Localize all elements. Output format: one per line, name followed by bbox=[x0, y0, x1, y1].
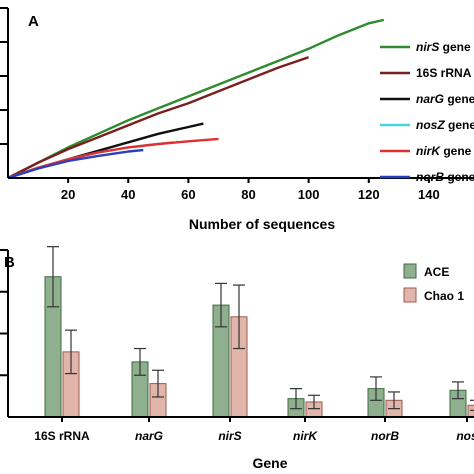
panel-a-x-ticks: 20 40 60 80 100 120 140 bbox=[61, 178, 440, 202]
legend-series-name: nosZ bbox=[416, 118, 445, 132]
panel-a-letter: A bbox=[28, 13, 39, 30]
panel-b-letter: B bbox=[4, 254, 15, 271]
legend-series-suffix: gene bbox=[440, 144, 472, 158]
bar-chao-1 bbox=[467, 404, 474, 418]
panel-a-x-tick-label: 80 bbox=[241, 187, 255, 202]
legend-label-16s-rrna: 16S rRNA bbox=[416, 66, 472, 80]
series-line-norb bbox=[7, 148, 144, 180]
category-label: norB bbox=[371, 429, 399, 443]
legend-swatch-ace bbox=[403, 263, 417, 279]
panel-b-bar-chart: B 16S rRNA narG nirS nirK norB nos Gene ACE Ch… bbox=[0, 246, 474, 471]
panel-a-x-tick-label: 120 bbox=[358, 187, 380, 202]
panel-a-x-tick-label: 40 bbox=[121, 187, 135, 202]
legend-series-name: nirS bbox=[416, 40, 439, 54]
legend-label-chao-1: Chao 1 bbox=[424, 289, 464, 303]
panel-a-line-chart: A 20 40 60 80 100 120 140 Number of sequences … bbox=[0, 7, 474, 232]
legend-series-suffix: gene bbox=[444, 170, 474, 184]
series-line-16s-rrna bbox=[7, 56, 309, 180]
legend-swatch-chao-1 bbox=[403, 287, 417, 303]
panel-a-series-lines bbox=[7, 18, 385, 180]
legend-label-nirk: nirK gene bbox=[416, 144, 472, 158]
panel-a-axes bbox=[0, 7, 474, 179]
legend-label-nosz: nosZ gene bbox=[416, 118, 474, 132]
legend-label-nirs: nirS gene bbox=[416, 40, 471, 54]
panel-a-x-tick-label: 140 bbox=[418, 187, 440, 202]
legend-label-narg: narG gene bbox=[416, 92, 474, 106]
legend-series-name: 16S rRNA bbox=[416, 66, 472, 80]
category-label: nirK bbox=[293, 429, 318, 443]
panel-a-x-axis-label: Number of sequences bbox=[189, 216, 335, 232]
panel-b-axes bbox=[0, 249, 474, 418]
legend-series-name: nirK bbox=[416, 144, 441, 158]
category-label: nos bbox=[456, 429, 474, 443]
legend-label-norb: norB gene bbox=[416, 170, 474, 184]
category-label: 16S rRNA bbox=[34, 429, 90, 443]
legend-label-ace: ACE bbox=[424, 265, 449, 279]
panel-b-bars bbox=[44, 246, 474, 418]
legend-series-suffix: gene bbox=[439, 40, 471, 54]
category-label: narG bbox=[135, 429, 163, 443]
panel-a-x-tick-label: 100 bbox=[298, 187, 320, 202]
category-label: nirS bbox=[218, 429, 241, 443]
legend-series-suffix: gene bbox=[445, 118, 474, 132]
series-line-nirk bbox=[7, 137, 219, 180]
panel-b-x-axis-label: Gene bbox=[252, 455, 287, 471]
panel-b-legend: ACE Chao 1 bbox=[403, 263, 464, 303]
legend-series-suffix: gene bbox=[444, 92, 474, 106]
panel-b-category-labels: 16S rRNA narG nirS nirK norB nos bbox=[34, 417, 474, 443]
legend-series-name: narG bbox=[416, 92, 444, 106]
panel-a-x-tick-label: 60 bbox=[181, 187, 195, 202]
legend-series-name: norB bbox=[416, 170, 444, 184]
series-line-nosz bbox=[7, 141, 174, 180]
panel-a-x-tick-label: 20 bbox=[61, 187, 75, 202]
series-line-nirs bbox=[7, 18, 385, 180]
